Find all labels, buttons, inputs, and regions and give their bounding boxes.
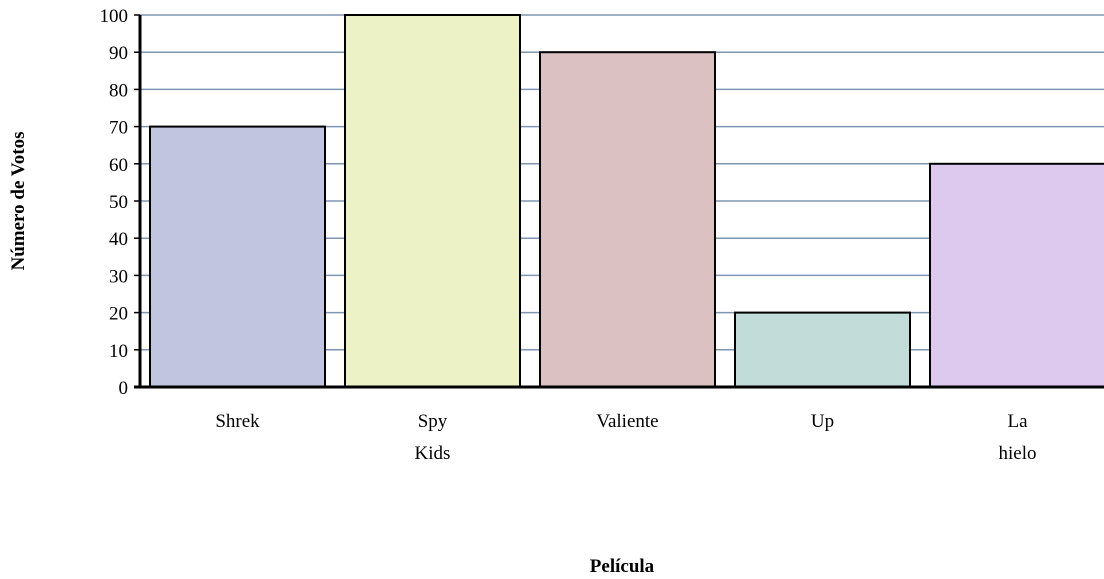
y-tick-label: 50 (109, 192, 128, 213)
x-category-label: Spy Kids (415, 411, 451, 464)
x-category-label: La hielo (999, 411, 1037, 464)
y-tick-label: 30 (109, 266, 128, 287)
y-axis-ticks: 0 10 20 30 40 50 60 70 80 90 100 (100, 6, 140, 399)
y-tick-label: 40 (109, 229, 128, 250)
bar-la-hielo (929, 162, 1104, 388)
y-tick-label: 70 (109, 118, 128, 139)
bar-up (734, 311, 911, 389)
y-tick-label: 10 (109, 341, 128, 362)
x-axis-title: Película (590, 556, 655, 577)
x-axis-categories: Shrek Spy Kids Valiente Up La hielo (215, 411, 1036, 464)
x-category-label: Valiente (596, 411, 658, 432)
bar-shrek (149, 125, 326, 388)
y-tick-label: 60 (109, 155, 128, 176)
y-tick-label: 20 (109, 304, 128, 325)
x-category-label: Up (811, 411, 834, 432)
y-tick-label: 0 (119, 378, 129, 399)
y-tick-label: 80 (109, 80, 128, 101)
y-tick-label: 100 (100, 6, 129, 27)
bar-valiente (539, 51, 716, 388)
bar-spy-kids (344, 14, 521, 388)
y-tick-label: 90 (109, 43, 128, 64)
y-axis-title: Número de Votos (8, 132, 29, 271)
bars (149, 14, 1104, 389)
x-category-label: Shrek (215, 411, 260, 432)
